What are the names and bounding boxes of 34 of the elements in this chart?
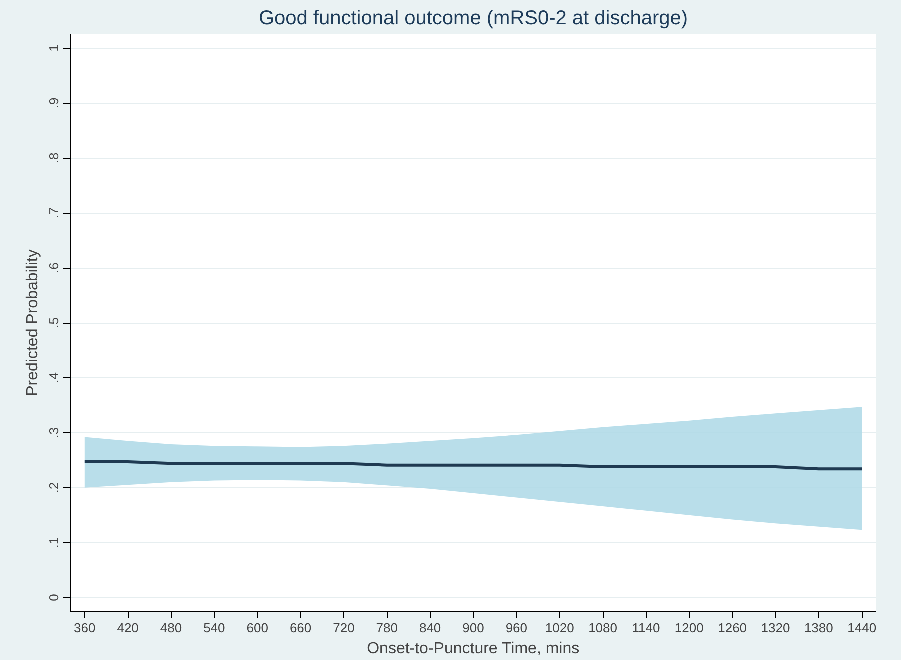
x-axis-title: Onset-to-Puncture Time, mins <box>367 640 580 658</box>
y-tick-label: .6 <box>46 262 62 274</box>
x-tick-label: 660 <box>290 620 312 636</box>
line-series <box>83 460 864 471</box>
x-tick-label: 960 <box>506 620 528 636</box>
y-tick-label: .3 <box>46 427 62 438</box>
y-tick-label: .4 <box>46 372 62 384</box>
x-tick-label: 720 <box>333 620 355 636</box>
x-tick-label: 900 <box>462 620 484 636</box>
x-tick-label: 1380 <box>804 620 834 636</box>
y-tick-label: .9 <box>46 98 62 109</box>
x-tick-label: 1020 <box>545 620 574 636</box>
y-tick-label: .7 <box>46 208 62 219</box>
x-tick-label: 840 <box>419 620 442 636</box>
x-tick-label: 1320 <box>761 620 790 636</box>
y-tick-label: 0 <box>46 594 62 602</box>
x-tick-label: 600 <box>246 620 268 636</box>
x-tick-label: 1140 <box>632 620 660 636</box>
y-axis-title: Predicted Probability <box>24 250 42 396</box>
y-tick-label: 1 <box>46 44 62 52</box>
x-tick-label: 1440 <box>848 620 877 636</box>
x-tick-label: 1080 <box>588 620 618 636</box>
y-tick-label: .2 <box>46 482 62 494</box>
x-tick-label: 1260 <box>718 620 748 636</box>
x-tick-label: 480 <box>160 620 182 636</box>
x-tick-label: 360 <box>74 620 96 636</box>
y-tick-label: .1 <box>46 537 62 548</box>
x-tick-label: 540 <box>204 620 226 636</box>
y-tick-label: .8 <box>46 152 62 164</box>
x-tick-label: 420 <box>117 620 139 636</box>
y-tick-label: .5 <box>46 318 62 328</box>
x-tick-label: 1200 <box>674 620 704 636</box>
chart-title: Good functional outcome (mRS0-2 at discharge) <box>258 8 688 30</box>
x-tick-label: 780 <box>376 620 398 636</box>
